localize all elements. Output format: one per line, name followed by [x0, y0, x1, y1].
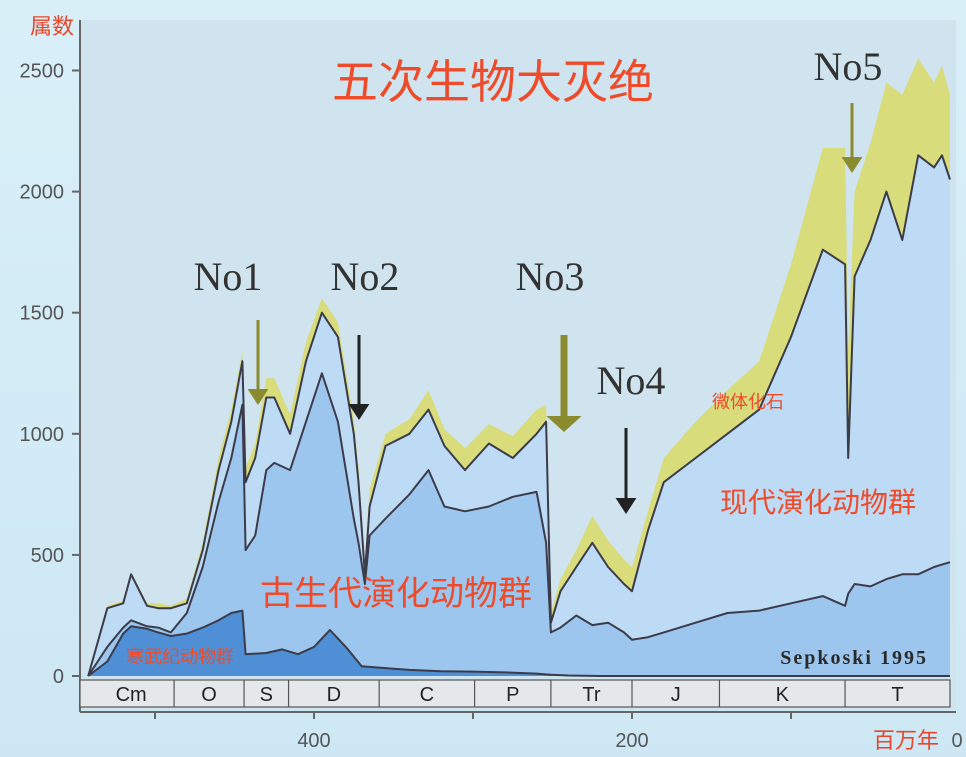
y-axis-label: 属数 — [30, 14, 74, 39]
period-label-Tr: Tr — [582, 684, 600, 706]
y-tick-label-2000: 2000 — [20, 182, 65, 204]
outline-layer — [87, 154, 951, 677]
line-series-0 — [87, 609, 950, 677]
period-label-S: S — [260, 684, 273, 706]
period-bar — [79, 679, 951, 708]
x-axis-label: 百万年 — [873, 728, 939, 753]
modern-fauna-label: 现代演化动物群 — [720, 487, 916, 518]
period-label-K: K — [776, 684, 790, 706]
event-label-No2: No2 — [331, 254, 400, 299]
x-ticks: 400 200 0 — [154, 712, 963, 752]
y-tick-label-1500: 1500 — [20, 303, 65, 325]
area-series-0 — [88, 610, 950, 676]
chart-title: 五次生物大灭绝 — [332, 56, 654, 108]
period-label-C: C — [420, 684, 434, 706]
y-tick-label-2500: 2500 — [20, 61, 65, 83]
paleozoic-fauna-label: 古生代演化动物群 — [260, 575, 532, 613]
area-layer — [88, 58, 950, 677]
source-label: Sepkoski 1995 — [780, 647, 928, 669]
event-arrow-head-No1 — [247, 389, 269, 405]
y-tick-label-0: 0 — [53, 666, 64, 688]
period-label-Cm: Cm — [116, 684, 147, 706]
cambrian-fauna-label: 寒武纪动物群 — [126, 647, 234, 667]
period-label-D: D — [327, 684, 341, 706]
microfossil-label: 微体化石 — [712, 392, 784, 412]
event-label-No5: No5 — [814, 44, 883, 89]
y-ticks: 0 500 1000 1500 2000 2500 — [20, 61, 80, 688]
period-label-O: O — [201, 684, 217, 706]
period-label-P: P — [506, 684, 519, 706]
period-label-T: T — [891, 684, 903, 706]
x-tick-label-400: 400 — [297, 730, 330, 752]
y-tick-label-1000: 1000 — [20, 424, 65, 446]
event-arrow-head-No4 — [615, 498, 637, 514]
area-series-1 — [88, 373, 950, 676]
event-arrow-head-No5 — [841, 157, 863, 173]
extinction-events: No1 No2 No3 No4 No5 — [194, 44, 883, 514]
y-tick-label-500: 500 — [31, 545, 64, 567]
event-label-No3: No3 — [516, 254, 585, 299]
event-label-No4: No4 — [597, 358, 666, 403]
period-labels: Cm O S D C P Tr J K T — [116, 680, 904, 707]
event-arrow-head-No2 — [348, 404, 370, 420]
event-label-No1: No1 — [194, 254, 263, 299]
x-tick-label-200: 200 — [615, 730, 648, 752]
event-arrow-head-No3 — [546, 416, 582, 432]
line-series-1 — [87, 372, 951, 677]
period-label-J: J — [671, 684, 681, 706]
line-series-2 — [87, 154, 951, 677]
x-tick-label-0: 0 — [951, 730, 962, 752]
